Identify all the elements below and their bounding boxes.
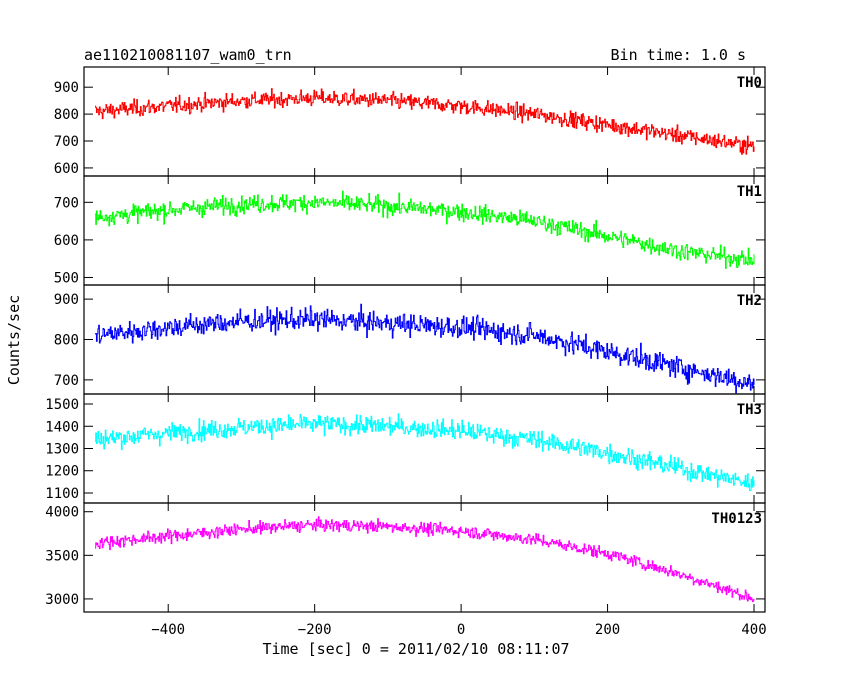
panel-th1: 500 600 700 TH1 (54, 175, 766, 286)
y-tick-label: 800 (54, 333, 79, 349)
x-tick-label: −200 (298, 622, 332, 638)
panel-th3: 1100 1200 1300 1400 1500 TH3 (45, 393, 766, 504)
x-tick-label: 200 (595, 622, 620, 638)
y-tick-label: 4000 (45, 505, 79, 521)
panel-name-label: TH0 (737, 75, 762, 91)
y-tick-label: 800 (54, 107, 79, 123)
series-line-th3 (94, 413, 755, 492)
y-tick-label: 600 (54, 233, 79, 249)
y-tick-label: 1400 (45, 419, 79, 435)
x-axis-label: Time [sec] 0 = 2011/02/10 08:11:07 (262, 640, 569, 658)
x-tick-label: −400 (151, 622, 185, 638)
y-tick-label: 3500 (45, 548, 79, 564)
panel-name-label: TH1 (737, 184, 762, 200)
x-tick-label: 0 (457, 622, 465, 638)
y-tick-label: 700 (54, 134, 79, 150)
y-axis-label: Counts/sec (5, 295, 23, 385)
x-tick-label: 400 (741, 622, 766, 638)
panel-frame (83, 284, 766, 395)
y-tick-label: 1200 (45, 464, 79, 480)
panels-group: 600 700 800 900 TH0 500 600 700 TH1 700 800 900 TH2 1… (45, 66, 767, 638)
y-tick-label: 900 (54, 292, 79, 308)
y-tick-label: 500 (54, 270, 79, 286)
bin-time-label: Bin time: 1.0 s (611, 46, 746, 64)
y-tick-label: 1100 (45, 486, 79, 502)
panel-name-label: TH0123 (711, 511, 762, 527)
panel-frame (83, 502, 766, 613)
panel-frame (83, 393, 766, 504)
panel-frame (83, 175, 766, 286)
y-tick-label: 900 (54, 80, 79, 96)
y-tick-label: 700 (54, 195, 79, 211)
panel-frame (83, 66, 766, 177)
series-line-th1 (94, 190, 755, 269)
series-line-th2 (94, 303, 755, 394)
chart-title: ae110210081107_wam0_trn (84, 46, 292, 64)
panel-name-label: TH2 (737, 293, 762, 309)
series-line-th0123 (94, 516, 755, 603)
panel-th0: 600 700 800 900 TH0 (54, 66, 766, 177)
y-tick-label: 1500 (45, 397, 79, 413)
y-tick-label: 1300 (45, 442, 79, 458)
series-line-th0 (94, 88, 755, 155)
y-tick-label: 3000 (45, 592, 79, 608)
y-tick-label: 600 (54, 161, 79, 177)
panel-th2: 700 800 900 TH2 (54, 284, 766, 395)
panel-name-label: TH3 (737, 402, 762, 418)
y-tick-label: 700 (54, 373, 79, 389)
panel-th0123: 3000 3500 4000 TH0123 (45, 502, 766, 613)
